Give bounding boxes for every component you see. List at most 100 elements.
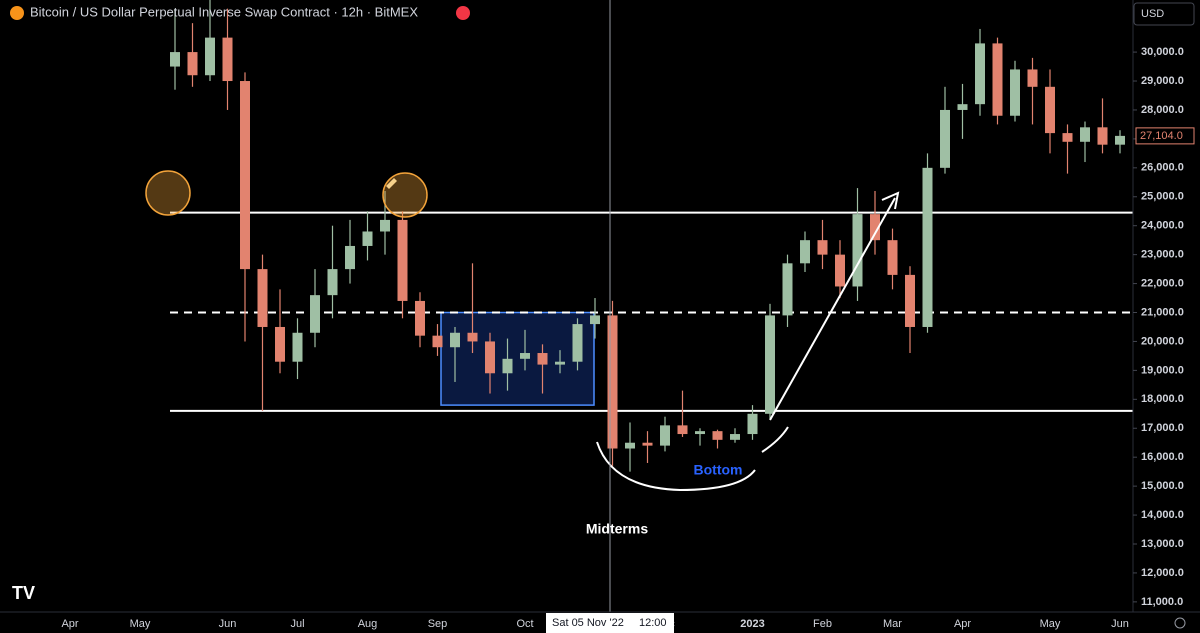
last-price-box [1135,127,1195,145]
y-tick-label: 28,000.0 [1141,104,1184,116]
x-tick-label: Jul [290,618,304,630]
candle-body [712,431,723,440]
candle-body [362,231,373,246]
candle-body [1045,86,1055,134]
candle-body [992,43,1003,116]
y-tick-label: 18,000.0 [1141,393,1184,405]
candle-body [467,332,478,342]
candle-body [275,326,285,362]
candle-body [835,254,845,287]
y-tick-label: 16,000.0 [1141,451,1184,463]
y-tick-label: 23,000.0 [1141,249,1184,261]
candle-body [502,358,513,374]
candle-body [975,43,985,105]
candle-body [345,245,355,270]
y-tick-label: 11,000.0 [1141,596,1183,608]
candle-body [310,295,320,333]
y-tick-label: 24,000.0 [1141,220,1184,232]
candle-body [590,315,600,325]
candle-body [292,332,303,362]
y-tick-label: 12,000.0 [1141,567,1184,579]
candle-body [257,269,268,327]
candle-body [800,240,810,264]
candle-body [520,353,530,359]
annotation: Bottom [694,462,743,478]
x-tick-label: May [1040,618,1061,630]
btc-icon [10,6,24,20]
y-tick-label: 26,000.0 [1141,162,1184,174]
y-tick-label: 22,000.0 [1141,277,1184,289]
y-tick-label: 19,000.0 [1141,364,1184,376]
candle-body [1115,135,1125,145]
x-tick-label: Mar [883,618,902,630]
candle-body [1027,69,1038,87]
last-price: 27,104.0 [1140,130,1183,142]
highlight-circle [382,172,428,218]
range-box [440,311,595,406]
candle-body [1097,127,1108,145]
candle-body [327,269,338,296]
candle-body [555,361,565,365]
annotation: Midterms [586,521,648,537]
x-tick-label: Sep [428,618,448,630]
candle-body [922,167,933,327]
y-tick-label: 21,000.0 [1141,306,1184,318]
candle-body [870,214,880,241]
highlight-circle [145,170,191,216]
candle-body [765,315,775,414]
chart-title: Bitcoin / US Dollar Perpetual Inverse Sw… [30,4,418,19]
candle-body [1010,69,1020,116]
marker-icon [386,178,397,189]
y-tick-label: 29,000.0 [1141,75,1184,87]
x-tick-label: Apr [954,618,971,630]
x-tick-label: Jun [1111,618,1129,630]
x-tick-label: Aug [358,618,378,630]
candle-body [432,335,443,348]
currency: USD [1141,8,1164,20]
curve-end [761,426,789,453]
settings-icon[interactable] [1174,617,1186,629]
candle-body [852,214,863,287]
candle-body [642,442,653,446]
candle-body [887,240,898,275]
candle-body [170,52,180,67]
candle-body [397,219,408,301]
candle-body [415,300,425,336]
candle-body [222,37,233,82]
candle-body [905,274,915,327]
candle-body [747,413,758,435]
x-tick-label: Feb [813,618,832,630]
alert-icon [456,6,470,20]
candle-body [240,81,250,270]
candle-body [660,425,670,446]
plot-area [170,0,1133,472]
y-tick-label: 15,000.0 [1141,480,1184,492]
x-tick-label: Jun [219,618,237,630]
logo: TV [12,583,35,603]
candle-body [940,109,950,168]
candle-body [1062,133,1073,142]
crosshair-date: Sat 05 Nov '22 [552,617,624,629]
candle-body [625,442,635,449]
candle-body [782,263,793,316]
y-tick-label: 20,000.0 [1141,335,1184,347]
candle-body [187,52,198,76]
axes: 11,000.0 12,000.0 13,000.0 14,000.0 15,000.0… [61,46,1195,633]
candle-body [730,434,740,440]
x-tick-label: Apr [61,618,78,630]
candle-body [485,341,495,374]
candle-body [607,315,618,449]
candle-body [677,425,688,435]
y-tick-label: 13,000.0 [1141,538,1184,550]
arrow-head [881,191,900,210]
crosshair-time: 12:00 [639,617,667,629]
y-tick-label: 30,000.0 [1141,46,1184,58]
candle-body [450,332,460,348]
candle-body [205,37,215,76]
x-tick-label: 2023 [740,618,764,630]
currency-button[interactable] [1133,2,1195,26]
trend-arrow [769,197,896,421]
crosshair-label [546,613,674,633]
